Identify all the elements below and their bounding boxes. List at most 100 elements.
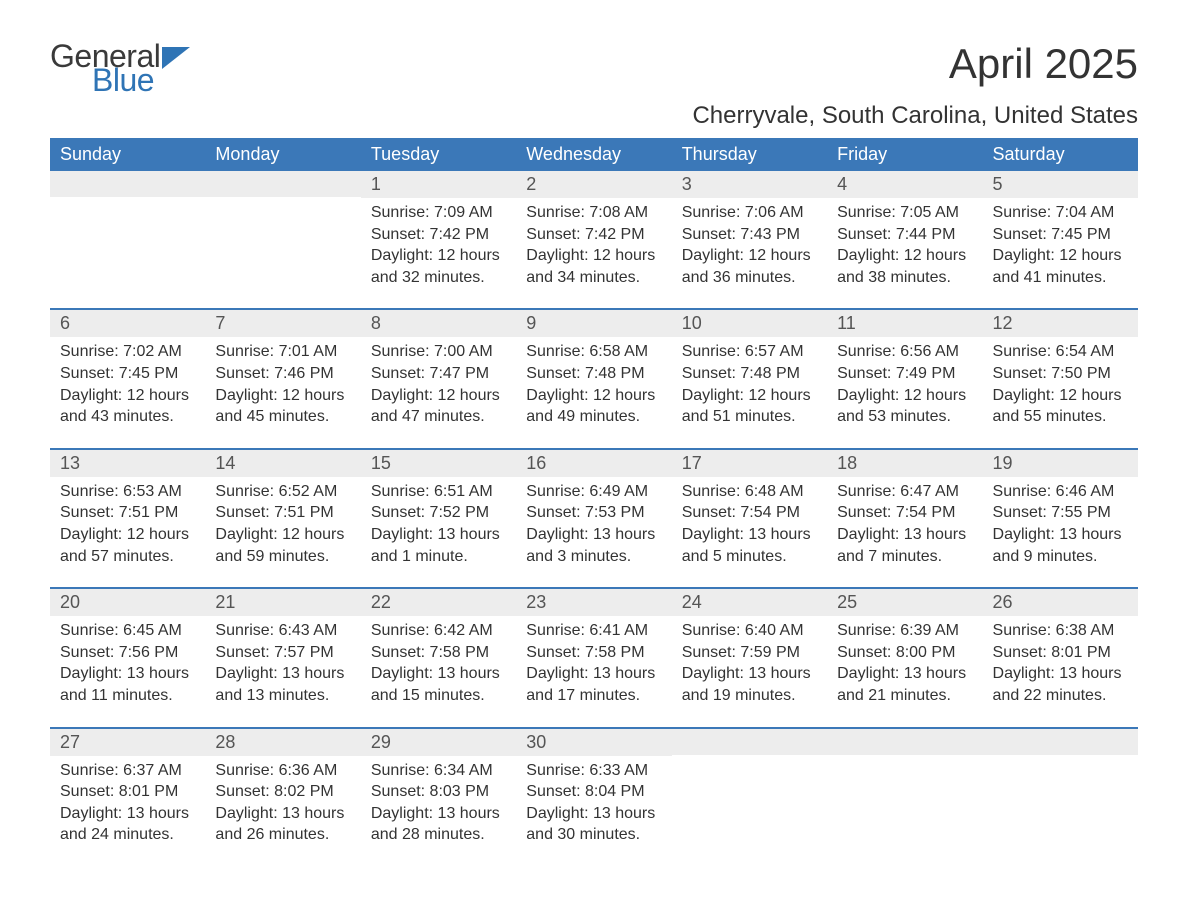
day-number: 8 <box>361 310 516 337</box>
day-daylight1: Daylight: 13 hours <box>215 803 350 825</box>
day-sunrise: Sunrise: 7:02 AM <box>60 341 195 363</box>
day-sunrise: Sunrise: 6:45 AM <box>60 620 195 642</box>
day-daylight1: Daylight: 12 hours <box>371 385 506 407</box>
calendar-week-row: 6Sunrise: 7:02 AMSunset: 7:45 PMDaylight… <box>50 309 1138 448</box>
day-sunrise: Sunrise: 6:49 AM <box>526 481 661 503</box>
calendar-day-cell: 16Sunrise: 6:49 AMSunset: 7:53 PMDayligh… <box>516 449 671 588</box>
day-sunset: Sunset: 7:46 PM <box>215 363 350 385</box>
calendar-day-cell: 25Sunrise: 6:39 AMSunset: 8:00 PMDayligh… <box>827 588 982 727</box>
day-body: Sunrise: 6:56 AMSunset: 7:49 PMDaylight:… <box>827 337 982 447</box>
calendar-day-cell: 2Sunrise: 7:08 AMSunset: 7:42 PMDaylight… <box>516 171 671 309</box>
day-daylight2: and 13 minutes. <box>215 685 350 707</box>
day-sunset: Sunset: 7:48 PM <box>526 363 661 385</box>
day-sunset: Sunset: 7:50 PM <box>993 363 1128 385</box>
day-daylight2: and 26 minutes. <box>215 824 350 846</box>
day-daylight2: and 57 minutes. <box>60 546 195 568</box>
day-sunrise: Sunrise: 7:08 AM <box>526 202 661 224</box>
day-number: 7 <box>205 310 360 337</box>
day-number: 29 <box>361 729 516 756</box>
weekday-header: Monday <box>205 138 360 171</box>
calendar-day-cell: 15Sunrise: 6:51 AMSunset: 7:52 PMDayligh… <box>361 449 516 588</box>
day-daylight1: Daylight: 13 hours <box>60 803 195 825</box>
day-daylight2: and 59 minutes. <box>215 546 350 568</box>
calendar-week-row: 13Sunrise: 6:53 AMSunset: 7:51 PMDayligh… <box>50 449 1138 588</box>
day-sunset: Sunset: 7:52 PM <box>371 502 506 524</box>
day-daylight2: and 32 minutes. <box>371 267 506 289</box>
day-number: 2 <box>516 171 671 198</box>
calendar-day-cell: 8Sunrise: 7:00 AMSunset: 7:47 PMDaylight… <box>361 309 516 448</box>
day-number: 27 <box>50 729 205 756</box>
day-body: Sunrise: 7:02 AMSunset: 7:45 PMDaylight:… <box>50 337 205 447</box>
weekday-header: Thursday <box>672 138 827 171</box>
calendar-day-cell <box>50 171 205 309</box>
day-sunset: Sunset: 7:58 PM <box>371 642 506 664</box>
day-sunrise: Sunrise: 6:40 AM <box>682 620 817 642</box>
day-body: Sunrise: 6:36 AMSunset: 8:02 PMDaylight:… <box>205 756 360 866</box>
day-number: 9 <box>516 310 671 337</box>
day-body <box>672 755 827 851</box>
calendar-day-cell: 27Sunrise: 6:37 AMSunset: 8:01 PMDayligh… <box>50 728 205 866</box>
day-sunset: Sunset: 7:57 PM <box>215 642 350 664</box>
weekday-header: Saturday <box>983 138 1138 171</box>
day-sunset: Sunset: 7:49 PM <box>837 363 972 385</box>
day-daylight1: Daylight: 13 hours <box>526 803 661 825</box>
day-daylight2: and 1 minute. <box>371 546 506 568</box>
day-sunset: Sunset: 7:58 PM <box>526 642 661 664</box>
day-sunrise: Sunrise: 6:54 AM <box>993 341 1128 363</box>
day-number: 17 <box>672 450 827 477</box>
day-daylight1: Daylight: 12 hours <box>993 385 1128 407</box>
calendar-day-cell <box>672 728 827 866</box>
day-daylight2: and 11 minutes. <box>60 685 195 707</box>
calendar-week-row: 1Sunrise: 7:09 AMSunset: 7:42 PMDaylight… <box>50 171 1138 309</box>
day-daylight1: Daylight: 12 hours <box>371 245 506 267</box>
day-daylight1: Daylight: 12 hours <box>526 245 661 267</box>
day-daylight1: Daylight: 12 hours <box>837 245 972 267</box>
day-daylight2: and 51 minutes. <box>682 406 817 428</box>
calendar-day-cell: 6Sunrise: 7:02 AMSunset: 7:45 PMDaylight… <box>50 309 205 448</box>
weekday-header: Friday <box>827 138 982 171</box>
day-number: 16 <box>516 450 671 477</box>
day-body: Sunrise: 7:04 AMSunset: 7:45 PMDaylight:… <box>983 198 1138 308</box>
day-sunrise: Sunrise: 6:48 AM <box>682 481 817 503</box>
day-sunset: Sunset: 7:55 PM <box>993 502 1128 524</box>
day-sunset: Sunset: 7:48 PM <box>682 363 817 385</box>
day-body: Sunrise: 6:45 AMSunset: 7:56 PMDaylight:… <box>50 616 205 726</box>
day-daylight1: Daylight: 12 hours <box>215 524 350 546</box>
calendar-day-cell: 30Sunrise: 6:33 AMSunset: 8:04 PMDayligh… <box>516 728 671 866</box>
day-body: Sunrise: 6:38 AMSunset: 8:01 PMDaylight:… <box>983 616 1138 726</box>
day-sunset: Sunset: 7:54 PM <box>682 502 817 524</box>
day-sunset: Sunset: 7:56 PM <box>60 642 195 664</box>
day-body: Sunrise: 7:06 AMSunset: 7:43 PMDaylight:… <box>672 198 827 308</box>
day-sunset: Sunset: 7:43 PM <box>682 224 817 246</box>
day-number: 19 <box>983 450 1138 477</box>
calendar-day-cell: 17Sunrise: 6:48 AMSunset: 7:54 PMDayligh… <box>672 449 827 588</box>
location-text: Cherryvale, South Carolina, United State… <box>692 102 1138 130</box>
day-number: 6 <box>50 310 205 337</box>
day-number: 13 <box>50 450 205 477</box>
calendar-day-cell: 28Sunrise: 6:36 AMSunset: 8:02 PMDayligh… <box>205 728 360 866</box>
day-daylight1: Daylight: 13 hours <box>215 663 350 685</box>
day-number: 22 <box>361 589 516 616</box>
day-daylight1: Daylight: 13 hours <box>682 663 817 685</box>
header-bar: General Blue April 2025 Cherryvale, Sout… <box>50 40 1138 130</box>
calendar-day-cell: 20Sunrise: 6:45 AMSunset: 7:56 PMDayligh… <box>50 588 205 727</box>
calendar-day-cell: 4Sunrise: 7:05 AMSunset: 7:44 PMDaylight… <box>827 171 982 309</box>
day-body: Sunrise: 6:53 AMSunset: 7:51 PMDaylight:… <box>50 477 205 587</box>
calendar-day-cell: 5Sunrise: 7:04 AMSunset: 7:45 PMDaylight… <box>983 171 1138 309</box>
brand-word-2: Blue <box>92 64 190 96</box>
day-number: 4 <box>827 171 982 198</box>
day-daylight2: and 41 minutes. <box>993 267 1128 289</box>
day-number <box>672 729 827 755</box>
day-daylight1: Daylight: 13 hours <box>837 524 972 546</box>
day-number: 23 <box>516 589 671 616</box>
day-daylight2: and 9 minutes. <box>993 546 1128 568</box>
day-sunrise: Sunrise: 7:01 AM <box>215 341 350 363</box>
day-sunset: Sunset: 7:51 PM <box>215 502 350 524</box>
day-sunset: Sunset: 8:00 PM <box>837 642 972 664</box>
calendar-day-cell: 23Sunrise: 6:41 AMSunset: 7:58 PMDayligh… <box>516 588 671 727</box>
day-sunset: Sunset: 7:54 PM <box>837 502 972 524</box>
day-sunrise: Sunrise: 7:09 AM <box>371 202 506 224</box>
calendar-day-cell: 1Sunrise: 7:09 AMSunset: 7:42 PMDaylight… <box>361 171 516 309</box>
calendar-day-cell: 26Sunrise: 6:38 AMSunset: 8:01 PMDayligh… <box>983 588 1138 727</box>
day-number: 21 <box>205 589 360 616</box>
